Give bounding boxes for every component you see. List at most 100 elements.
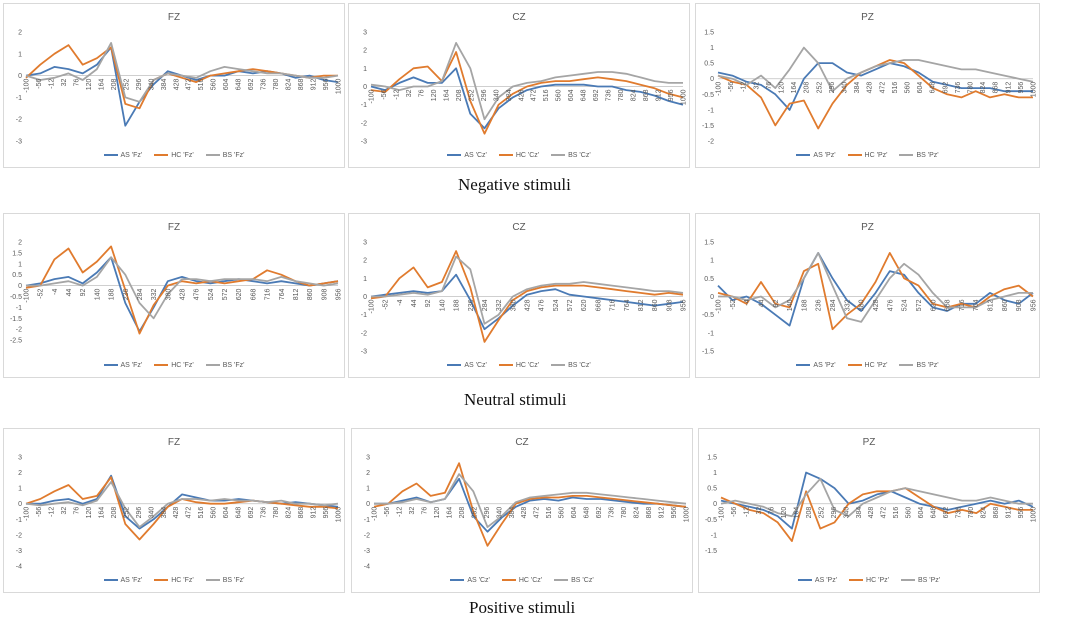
y-tick-label: 3 bbox=[18, 455, 22, 462]
x-tick-label: 76 bbox=[421, 507, 428, 515]
x-tick-label: -100 bbox=[369, 89, 376, 103]
x-tick-label: 76 bbox=[73, 79, 80, 87]
legend-label: HC 'Fz' bbox=[171, 576, 194, 584]
x-tick-label: 428 bbox=[521, 507, 528, 519]
x-tick-label: 868 bbox=[643, 89, 650, 101]
x-tick-label: 252 bbox=[468, 89, 475, 101]
x-tick-label: -100 bbox=[24, 78, 31, 92]
chart-panel-pos-pz: PZ 1.5 1 0.5 0 -0.5 -1 -1.5 -100 -56 -12 32 76 120 164… bbox=[698, 428, 1040, 593]
y-tick-label: -1.5 bbox=[705, 548, 717, 555]
legend-swatch bbox=[205, 579, 220, 581]
x-tick-label: 560 bbox=[211, 507, 218, 519]
legend-item: AS 'Cz' bbox=[447, 362, 487, 369]
x-tick-label: 92 bbox=[80, 289, 87, 297]
x-tick-label: -12 bbox=[393, 89, 400, 99]
x-tick-label: 340 bbox=[842, 82, 849, 94]
y-tick-label: 1 bbox=[710, 258, 714, 265]
x-tick-label: 736 bbox=[606, 89, 613, 101]
y-tick-label: 2 bbox=[18, 470, 22, 477]
x-tick-label: 284 bbox=[482, 299, 489, 311]
x-tick-label: 380 bbox=[165, 289, 172, 301]
y-tick-label: 0 bbox=[713, 501, 717, 508]
x-tick-label: 120 bbox=[434, 507, 441, 519]
x-tick-label: 384 bbox=[161, 79, 168, 91]
x-tick-label: 472 bbox=[531, 89, 538, 101]
y-tick-label: 3 bbox=[366, 455, 370, 462]
legend-item: HC 'Fz' bbox=[154, 577, 194, 584]
legend-swatch bbox=[450, 579, 465, 581]
y-tick-label: 2 bbox=[366, 470, 370, 477]
legend-swatch bbox=[205, 364, 220, 366]
legend-swatch bbox=[899, 364, 914, 366]
y-tick-label: -3 bbox=[16, 139, 22, 146]
legend-label: HC 'Fz' bbox=[171, 151, 194, 159]
chart-plot: 1.5 1 0.5 0 -0.5 -1 -1.5 -100 -52 -4 44 92 140 188 236… bbox=[702, 240, 1038, 356]
legend-swatch bbox=[498, 364, 513, 366]
x-tick-label: 516 bbox=[198, 507, 205, 519]
series-line-hc bbox=[25, 245, 339, 335]
x-tick-label: 572 bbox=[222, 289, 229, 301]
x-tick-label: 476 bbox=[539, 299, 546, 311]
legend-swatch bbox=[900, 579, 915, 581]
x-tick-label: 164 bbox=[98, 79, 105, 91]
x-tick-label: 332 bbox=[496, 299, 503, 311]
x-tick-label: 736 bbox=[261, 507, 268, 519]
chart-panel-pos-fz: FZ 3 2 1 0 -1 -2 -3 -4 -100 -56 -12 32 76 120 164 208 252… bbox=[3, 428, 345, 593]
chart-title: PZ bbox=[861, 12, 874, 23]
x-tick-label: 824 bbox=[631, 89, 638, 101]
y-tick-label: -3 bbox=[16, 548, 22, 555]
x-tick-label: 780 bbox=[968, 82, 975, 94]
x-tick-label: 604 bbox=[568, 89, 575, 101]
legend-swatch bbox=[551, 154, 566, 156]
series-line-as bbox=[25, 256, 339, 333]
y-tick-label: -0.5 bbox=[702, 92, 714, 99]
x-tick-label: 92 bbox=[425, 299, 432, 307]
x-tick-label: -52 bbox=[383, 299, 390, 309]
legend-label: BS 'Cz' bbox=[571, 576, 594, 584]
x-tick-label: 912 bbox=[659, 507, 666, 519]
legend-item: HC 'Pz' bbox=[847, 152, 887, 159]
row-title-positive: Positive stimuli bbox=[469, 598, 576, 617]
x-tick-label: 868 bbox=[298, 79, 305, 91]
legend-label: AS 'Pz' bbox=[813, 361, 836, 369]
y-tick-label: 3 bbox=[363, 30, 367, 37]
x-tick-label: 236 bbox=[123, 289, 130, 301]
legend-item: HC 'Cz' bbox=[498, 152, 539, 159]
chart-legend: AS 'Cz' HC 'Cz' BS 'Cz' bbox=[352, 576, 692, 584]
x-tick-label: 692 bbox=[593, 89, 600, 101]
x-tick-label: 956 bbox=[323, 79, 330, 91]
x-tick-label: -52 bbox=[38, 289, 45, 299]
x-tick-label: 164 bbox=[443, 89, 450, 101]
legend-label: BS 'Fz' bbox=[222, 151, 245, 159]
legend-item: BS 'Pz' bbox=[899, 152, 939, 159]
x-tick-label: 208 bbox=[111, 507, 118, 519]
x-tick-label: 296 bbox=[481, 89, 488, 101]
x-tick-label: 384 bbox=[854, 82, 861, 94]
x-tick-label: 956 bbox=[323, 507, 330, 519]
legend-item: AS 'Pz' bbox=[797, 577, 837, 584]
x-tick-label: 44 bbox=[758, 299, 765, 307]
x-tick-label: 428 bbox=[525, 299, 532, 311]
legend-swatch bbox=[847, 154, 862, 156]
x-tick-label: 868 bbox=[298, 507, 305, 519]
x-tick-label: 296 bbox=[136, 79, 143, 91]
x-tick-label: 32 bbox=[61, 79, 68, 87]
x-tick-label: 76 bbox=[418, 89, 425, 97]
x-tick-label: 428 bbox=[873, 299, 880, 311]
chart-title: PZ bbox=[861, 222, 874, 233]
x-tick-label: 648 bbox=[931, 507, 938, 519]
y-tick-label: -0.5 bbox=[705, 517, 717, 524]
y-tick-label: 2 bbox=[363, 258, 367, 265]
x-tick-label: -12 bbox=[743, 507, 750, 517]
legend-item: BS 'Pz' bbox=[900, 577, 940, 584]
y-tick-label: -1.5 bbox=[702, 123, 714, 130]
x-tick-label: 208 bbox=[111, 79, 118, 91]
chart-title: CZ bbox=[512, 12, 526, 23]
x-tick-label: 692 bbox=[248, 507, 255, 519]
y-tick-label: -1 bbox=[361, 312, 367, 319]
y-tick-label: 1 bbox=[18, 261, 22, 268]
legend-item: BS 'Fz' bbox=[205, 577, 244, 584]
x-tick-label: 812 bbox=[638, 299, 645, 311]
x-tick-label: 692 bbox=[943, 507, 950, 519]
x-tick-label: 340 bbox=[148, 507, 155, 519]
